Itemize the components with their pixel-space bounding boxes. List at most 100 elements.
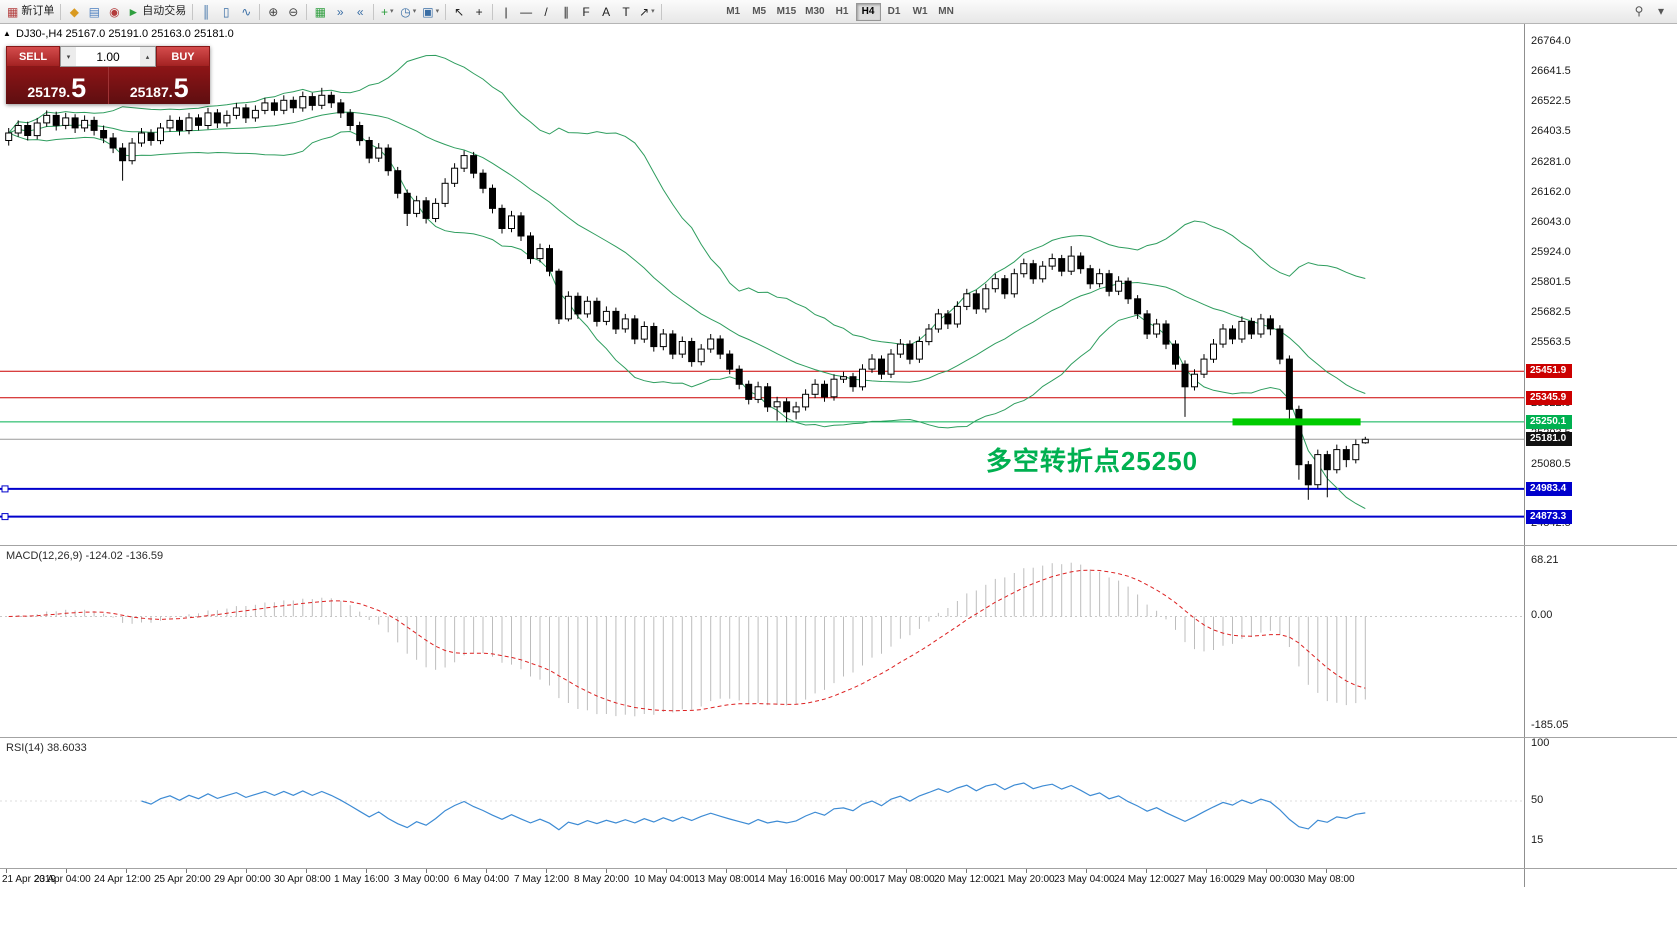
- volume-increase-button[interactable]: ▴: [140, 47, 155, 66]
- text-button[interactable]: A: [596, 2, 616, 22]
- timeframe-h4[interactable]: H4: [855, 2, 881, 21]
- price-badge: 24873.3: [1526, 509, 1572, 524]
- time-axis-label: 17 May 08:00: [874, 874, 935, 885]
- price-axis[interactable]: 26764.0 26641.5 26522.5 26403.5 26281.0 26162…: [1524, 24, 1677, 887]
- timeframe-group: M1 M5 M15 M30 H1 H4 D1 W1 MN: [721, 2, 959, 21]
- chevron-down-icon: ▾: [435, 8, 440, 15]
- price-badge: 25181.0: [1526, 432, 1572, 447]
- timeframe-w1[interactable]: W1: [908, 3, 933, 21]
- timeframe-d1[interactable]: D1: [882, 3, 907, 21]
- sell-price-main: 25179.: [27, 84, 71, 100]
- axis-label: 25563.5: [1531, 336, 1571, 349]
- axis-label: 26162.0: [1531, 185, 1571, 198]
- macd-canvas[interactable]: [0, 546, 1524, 737]
- axis-label: 50: [1531, 794, 1544, 806]
- trendline-button[interactable]: /: [536, 2, 556, 22]
- new-order-icon: ▦: [7, 4, 19, 19]
- time-tick: [726, 869, 727, 873]
- time-axis[interactable]: 21 Apr 2019 23 Apr 04:00 24 Apr 12:00 25 Ap…: [0, 869, 1524, 887]
- price-badge: 25345.9: [1526, 390, 1572, 405]
- time-axis-label: 7 May 12:00: [514, 874, 570, 885]
- axis-label: 26403.5: [1531, 125, 1571, 138]
- bar-chart-icon: ║: [201, 4, 211, 19]
- label-button[interactable]: T: [616, 2, 636, 22]
- line-chart-button[interactable]: ∿: [236, 2, 256, 22]
- main-chart-canvas[interactable]: [0, 24, 1524, 545]
- time-tick: [1266, 869, 1267, 873]
- rsi-canvas[interactable]: [0, 738, 1524, 868]
- buy-price[interactable]: 25187. 5: [109, 67, 211, 104]
- volume-decrease-button[interactable]: ▾: [61, 47, 76, 66]
- time-tick: [966, 869, 967, 873]
- toolbar-separator: [445, 3, 447, 20]
- toolbar-separator: [660, 3, 662, 20]
- search-button[interactable]: ⚲: [1629, 1, 1649, 21]
- axis-label: 15: [1531, 833, 1544, 846]
- arrow-objects-icon: ↗: [639, 4, 650, 19]
- time-tick: [6, 869, 7, 873]
- tile-windows-button[interactable]: ▦: [310, 2, 330, 22]
- sell-button[interactable]: SELL: [6, 46, 60, 67]
- zoom-in-button[interactable]: ⊕: [263, 2, 283, 22]
- timeframe-m30[interactable]: M30: [801, 3, 828, 21]
- indicators-button[interactable]: + ▾: [377, 2, 397, 22]
- cursor-button[interactable]: ↖: [449, 2, 469, 22]
- timeframe-h1[interactable]: H1: [830, 3, 855, 21]
- more-button[interactable]: ▾: [1651, 1, 1671, 21]
- time-axis-label: 30 May 08:00: [1294, 874, 1355, 885]
- templates-button[interactable]: ▣ ▾: [419, 2, 442, 22]
- time-axis-label: 3 May 00:00: [394, 874, 450, 885]
- auto-scroll-button[interactable]: »: [330, 2, 350, 22]
- zoom-out-button[interactable]: ⊖: [283, 2, 303, 22]
- chart-shift-button[interactable]: «: [350, 2, 370, 22]
- macd-panel[interactable]: MACD(12,26,9) -124.02 -136.59: [0, 546, 1525, 737]
- timeframe-mn[interactable]: MN: [934, 3, 959, 21]
- buy-price-big-digit: 5: [173, 73, 189, 104]
- buy-button[interactable]: BUY: [156, 46, 210, 67]
- sell-price[interactable]: 25179. 5: [6, 67, 109, 104]
- time-tick: [1206, 869, 1207, 873]
- price-badge: 24983.4: [1526, 481, 1572, 496]
- timeframe-m1[interactable]: M1: [721, 3, 746, 21]
- time-axis-label: 21 Apr 2019: [2, 874, 56, 885]
- horizontal-line-button[interactable]: —: [516, 2, 536, 22]
- volume-input[interactable]: [76, 47, 140, 66]
- symbol-info: DJ30-,H4 25167.0 25191.0 25163.0 25181.0: [16, 28, 234, 40]
- periods-button[interactable]: ◷ ▾: [397, 2, 419, 22]
- time-tick: [126, 869, 127, 873]
- channel-button[interactable]: ∥: [556, 2, 576, 22]
- time-axis-label: 24 May 12:00: [1114, 874, 1175, 885]
- time-tick: [606, 869, 607, 873]
- data-window-button[interactable]: ▤: [84, 2, 104, 22]
- time-axis-label: 1 May 16:00: [334, 874, 390, 885]
- time-tick: [1026, 869, 1027, 873]
- toolbar-right-items: ⚲ ▾: [1629, 1, 1671, 21]
- crosshair-button[interactable]: +: [469, 2, 489, 22]
- market-watch-button[interactable]: ◆: [64, 2, 84, 22]
- rsi-panel[interactable]: RSI(14) 38.6033: [0, 738, 1525, 868]
- terminal-button[interactable]: ◉: [104, 2, 124, 22]
- chevron-down-icon: ▾: [1657, 4, 1665, 18]
- one-click-toggle[interactable]: ▲: [3, 29, 11, 38]
- zoom-in-icon: ⊕: [268, 4, 279, 19]
- time-tick: [1146, 869, 1147, 873]
- autotrading-button[interactable]: ► 自动交易: [124, 2, 189, 22]
- volume-stepper: ▾ ▴: [60, 46, 156, 67]
- template-icon: ▣: [422, 4, 434, 19]
- arrows-button[interactable]: ↗ ▾: [636, 2, 658, 22]
- data-window-icon: ▤: [88, 4, 101, 19]
- horizontal-line-icon: —: [520, 4, 533, 19]
- timeframe-m15[interactable]: M15: [773, 3, 800, 21]
- time-tick: [846, 869, 847, 873]
- timeframe-m5[interactable]: M5: [747, 3, 772, 21]
- candlestick-chart-button[interactable]: ▯: [216, 2, 236, 22]
- axis-label: -185.05: [1531, 719, 1569, 731]
- bar-chart-button[interactable]: ║: [196, 2, 216, 22]
- fibonacci-button[interactable]: F: [576, 2, 596, 22]
- vertical-line-button[interactable]: |: [496, 2, 516, 22]
- chart-shift-icon: «: [356, 4, 364, 19]
- main-chart-panel[interactable]: ▲ DJ30-,H4 25167.0 25191.0 25163.0 25181…: [0, 24, 1525, 545]
- new-order-button[interactable]: ▦ 新订单: [4, 2, 57, 22]
- time-tick: [186, 869, 187, 873]
- terminal-icon: ◉: [109, 4, 120, 19]
